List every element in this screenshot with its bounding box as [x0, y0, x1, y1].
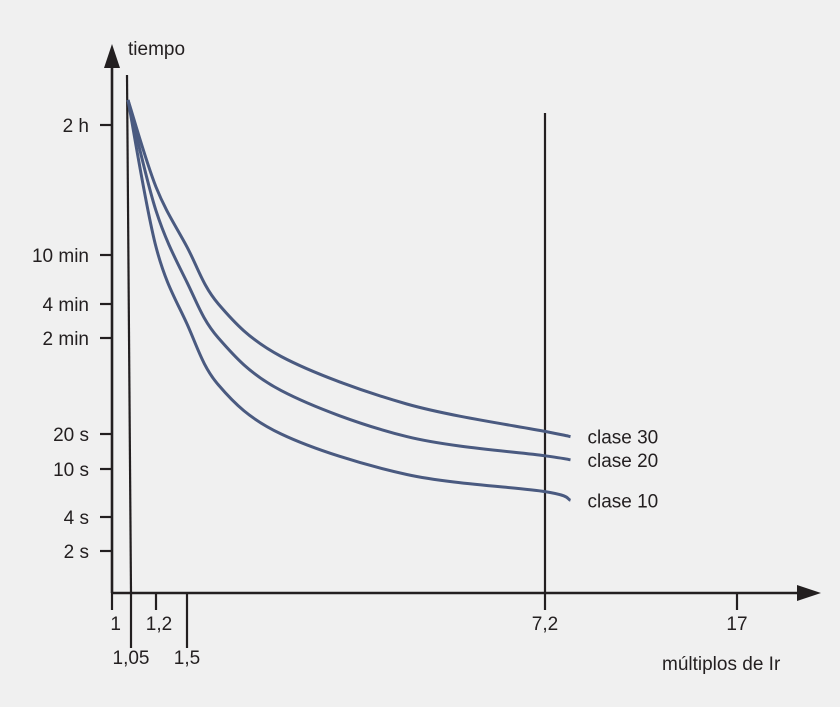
- series-label: clase 20: [587, 451, 658, 472]
- y-axis-arrow: [104, 44, 120, 68]
- x-tick-label: 17: [726, 614, 747, 635]
- x-tick-label: 1,5: [174, 648, 200, 669]
- x-axis-label: múltiplos de Ir: [662, 654, 781, 675]
- x-ticks: 1 1,05 1,21,5 7,2 17: [110, 593, 748, 669]
- x-tick-label: 1,2: [146, 614, 172, 635]
- x-tick-label: 7,2: [532, 614, 558, 635]
- curves: [126, 99, 572, 502]
- y-tick-label: 2 min: [43, 329, 89, 350]
- y-tick-label: 2 s: [64, 542, 89, 563]
- y-tick-label: 4 min: [43, 295, 89, 316]
- x-axis-arrow: [797, 585, 821, 601]
- series-line: [126, 99, 572, 502]
- y-axis-label: tiempo: [128, 39, 185, 60]
- vertical-lines: [125, 74, 547, 594]
- y-tick-label: 10 min: [32, 246, 89, 267]
- y-tick-label: 10 s: [53, 460, 89, 481]
- x-tick-label: 1,05: [113, 648, 150, 669]
- axes: tiempo múltiplos de Ir: [104, 39, 821, 675]
- vertical-line-1-05: [125, 74, 133, 594]
- series-label: clase 30: [587, 428, 658, 449]
- y-tick-label: 2 h: [63, 116, 89, 137]
- series-line: [126, 99, 571, 439]
- y-tick-label: 20 s: [53, 425, 89, 446]
- series-line: [126, 99, 571, 462]
- y-tick-label: 4 s: [64, 508, 89, 529]
- x-tick-label: 1: [110, 614, 121, 635]
- series-label: clase 10: [587, 491, 658, 512]
- y-ticks: 2 h 10 min 4 min 2 min 20 s 10 s 4 s 2 s: [32, 116, 112, 563]
